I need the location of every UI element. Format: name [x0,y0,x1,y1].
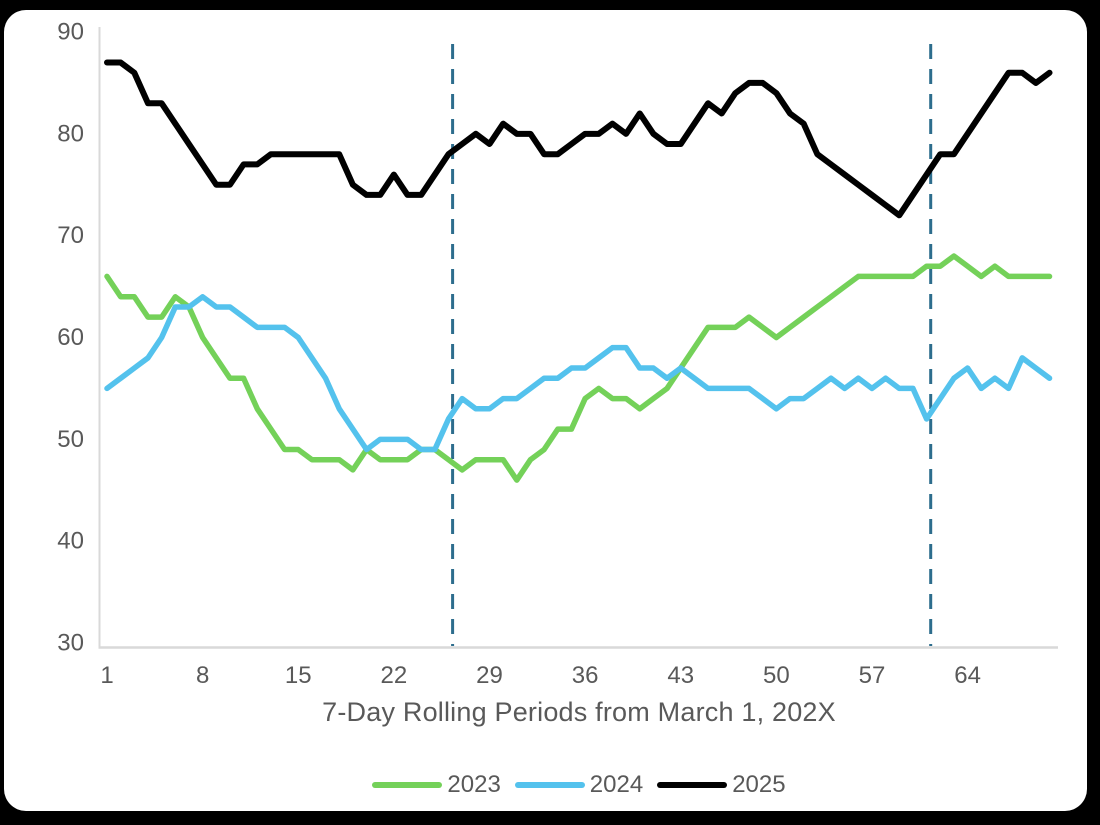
x-tick-label-57: 57 [859,662,886,689]
y-tick-label-80: 80 [57,120,84,147]
y-tick-label-40: 40 [57,528,84,555]
x-axis-title: 7-Day Rolling Periods from March 1, 202X [322,697,836,727]
x-tick-label-64: 64 [954,662,981,689]
y-tick-label-60: 60 [57,324,84,351]
series-2025-line [104,59,1053,219]
y-tick-label-90: 90 [57,19,84,46]
y-tick-label-70: 70 [57,222,84,249]
x-tick-label-8: 8 [196,662,209,689]
series-2024-line [104,294,1053,453]
legend-swatch-2024 [514,782,585,788]
legend-item-2024: 2024 [514,771,644,799]
legend-label-2024: 2024 [589,771,644,798]
y-tick-label-50: 50 [57,426,84,453]
legend-swatch-2023 [372,782,443,788]
chart-card [4,10,1087,811]
x-tick-label-50: 50 [763,662,790,689]
x-tick-label-22: 22 [381,662,408,689]
x-tick-label-43: 43 [667,662,694,689]
legend: 2023 2024 2025 [99,771,1059,799]
x-tick-label-1: 1 [100,662,113,689]
x-tick-label-15: 15 [285,662,312,689]
series-2023-line [104,253,1053,483]
legend-item-2023: 2023 [372,771,501,799]
legend-label-2025: 2025 [732,771,786,798]
legend-swatch-2025 [657,782,728,788]
legend-label-2023: 2023 [447,771,501,798]
legend-item-2025: 2025 [657,771,786,799]
y-tick-label-30: 30 [57,630,84,657]
x-tick-label-29: 29 [476,662,503,689]
x-tick-label-36: 36 [572,662,599,689]
